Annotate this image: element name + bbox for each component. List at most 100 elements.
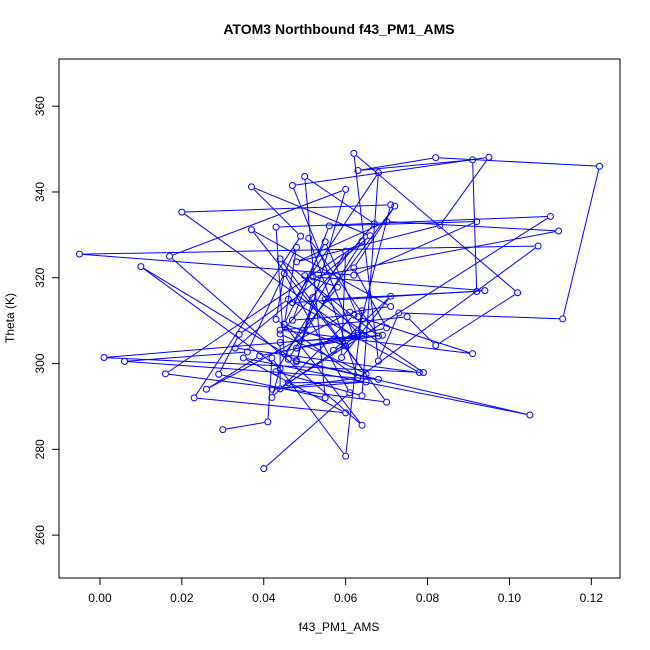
y-tick-label: 340 <box>33 182 47 202</box>
x-axis: 0.00 0.02 0.04 0.06 0.08 0.10 0.12 <box>88 577 604 605</box>
data-point <box>555 227 563 235</box>
series-segment <box>379 315 398 358</box>
data-point <box>329 346 337 354</box>
data-point <box>284 355 292 363</box>
data-point <box>546 212 554 220</box>
data-point <box>276 330 284 338</box>
series-segment <box>283 316 404 331</box>
data-point <box>293 344 301 352</box>
series-segment <box>293 188 353 334</box>
data-point <box>309 293 317 301</box>
series-segment <box>172 190 343 256</box>
series-segment <box>307 276 335 287</box>
data-point <box>383 218 391 226</box>
data-point <box>415 369 423 377</box>
y-tick-label: 280 <box>33 439 47 459</box>
data-point <box>260 465 268 473</box>
data-point <box>284 379 292 387</box>
x-tick-label: 0.06 <box>334 591 358 605</box>
data-point <box>137 263 145 271</box>
data-point <box>264 418 272 426</box>
series-segment <box>335 298 389 349</box>
data-point <box>297 232 305 240</box>
data-point <box>321 238 329 246</box>
series-segment <box>275 381 363 390</box>
series-segment <box>254 187 368 235</box>
x-tick-label: 0.12 <box>580 591 604 605</box>
data-point <box>276 326 284 334</box>
series-segment <box>82 245 535 255</box>
data-point <box>383 398 391 406</box>
data-point <box>256 352 264 360</box>
data-point <box>354 313 362 321</box>
data-point <box>276 385 284 393</box>
series-segment <box>361 159 470 171</box>
series-segment <box>563 169 600 316</box>
data-point <box>374 375 382 383</box>
plot-frame <box>58 58 621 579</box>
series-segment <box>291 381 363 384</box>
data-point <box>469 350 477 358</box>
series-segment <box>291 217 548 382</box>
series-segment <box>356 155 516 291</box>
series-segment <box>273 360 344 454</box>
data-point <box>235 330 243 338</box>
data-point <box>325 222 333 230</box>
series-segment <box>127 361 375 380</box>
series-segment <box>226 421 265 430</box>
series-segment <box>326 244 357 314</box>
series-segment <box>316 231 556 277</box>
data-point <box>276 339 284 347</box>
data-point <box>354 331 362 339</box>
data-point <box>387 292 395 300</box>
data-point <box>387 302 395 310</box>
data-point <box>247 226 255 234</box>
data-point <box>309 273 317 281</box>
data-point <box>288 316 296 324</box>
series-segment <box>168 373 384 403</box>
series-segment <box>315 299 421 371</box>
series-segment <box>248 250 296 350</box>
data-point <box>534 242 542 250</box>
data-point <box>288 299 296 307</box>
series-segment <box>195 238 300 396</box>
series-segment <box>143 267 294 360</box>
data-point <box>350 311 358 319</box>
series-segment <box>390 221 556 232</box>
series-segment <box>274 317 352 396</box>
data-point <box>559 315 567 323</box>
data-point <box>305 234 313 242</box>
data-point <box>403 313 411 321</box>
data-point <box>350 149 358 157</box>
series-segment <box>295 314 351 321</box>
data-point <box>268 385 276 393</box>
series-segment <box>285 244 325 322</box>
series-line-group <box>82 155 600 467</box>
series-segment <box>282 226 373 332</box>
series-segment <box>143 268 278 368</box>
series-segment <box>291 359 527 415</box>
data-point <box>596 162 604 170</box>
series-segment <box>284 250 297 322</box>
data-point <box>473 218 481 226</box>
data-point <box>280 320 288 328</box>
series-segment <box>472 163 478 288</box>
data-point <box>202 385 210 393</box>
data-point <box>485 153 493 161</box>
data-point <box>350 332 358 340</box>
data-point <box>469 156 477 164</box>
data-point <box>370 220 378 228</box>
series-segment <box>209 357 257 388</box>
data-point <box>293 357 301 365</box>
series-segment <box>107 357 420 373</box>
series-segment <box>360 247 536 377</box>
series-segment <box>409 318 434 344</box>
series-segment <box>343 298 389 356</box>
data-point <box>358 307 366 315</box>
y-tick-label: 300 <box>33 353 47 373</box>
series-segment <box>219 337 239 372</box>
series-segment <box>277 253 345 369</box>
series-segment <box>441 159 488 223</box>
series-segment <box>402 312 560 320</box>
series-segment <box>438 294 515 345</box>
